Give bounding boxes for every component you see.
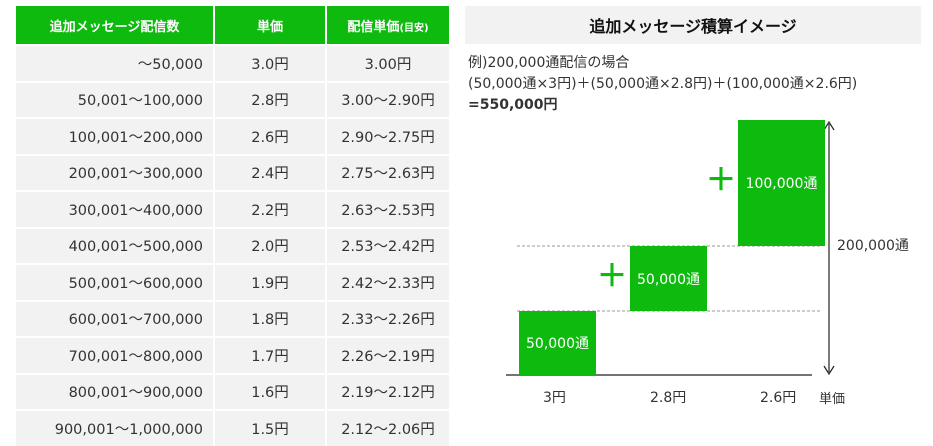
cell-count: 50,001～100,000 [16,80,213,117]
example-line-1: 例)200,000通配信の場合 [468,55,630,71]
cell-estimated-price: 3.00円 [327,44,449,81]
step-price-2: 2.8円 [650,390,687,406]
step-bar-3: 100,000通 [738,120,825,246]
cell-unit-price: 1.7円 [215,336,325,373]
table-row: 50,001～100,000 2.8円 3.00～2.90円 [16,80,449,117]
table-row: 100,001～200,000 2.6円 2.90～2.75円 [16,117,449,154]
step-bar-1: 50,000通 [519,311,596,375]
table-row: 300,001～400,000 2.2円 2.63～2.53円 [16,190,449,227]
cell-estimated-price: 2.26～2.19円 [327,336,449,373]
plus-icon: ＋ [706,163,736,198]
cell-unit-price: 1.5円 [215,409,325,446]
cell-unit-price: 2.0円 [215,226,325,263]
cell-count: 600,001～700,000 [16,299,213,336]
header-count: 追加メッセージ配信数 [16,6,213,44]
cell-count: 800,001～900,000 [16,372,213,409]
cell-estimated-price: 2.33～2.26円 [327,299,449,336]
table-row: 700,001～800,000 1.7円 2.26～2.19円 [16,336,449,373]
cell-unit-price: 1.6円 [215,372,325,409]
cell-count: 500,001～600,000 [16,263,213,300]
price-table: 追加メッセージ配信数 単価 配信単価(目安) ～50,000 3.0円 3.00円 5… [14,6,451,446]
cell-unit-price: 2.2円 [215,190,325,227]
plus-icon: ＋ [597,259,627,294]
cell-estimated-price: 2.75～2.63円 [327,153,449,190]
cell-count: ～50,000 [16,44,213,81]
total-label: 200,000通 [837,238,909,254]
table-row: 900,001～1,000,000 1.5円 2.12～2.06円 [16,409,449,446]
cell-estimated-price: 2.63～2.53円 [327,190,449,227]
cell-unit-price: 3.0円 [215,44,325,81]
table-row: 500,001～600,000 1.9円 2.42～2.33円 [16,263,449,300]
diagram-title: 追加メッセージ積算イメージ [465,6,921,44]
cell-unit-price: 2.6円 [215,117,325,154]
example-total: =550,000円 [468,97,558,113]
cell-count: 300,001～400,000 [16,190,213,227]
axis-unit-label: 単価 [819,392,846,407]
example-line-2: (50,000通×3円)＋(50,000通×2.8円)＋(100,000通×2.… [468,76,858,92]
cell-count: 200,001～300,000 [16,153,213,190]
cell-estimated-price: 3.00～2.90円 [327,80,449,117]
cell-unit-price: 1.8円 [215,299,325,336]
cell-estimated-price: 2.90～2.75円 [327,117,449,154]
price-table-header: 追加メッセージ配信数 単価 配信単価(目安) [16,6,449,44]
cell-estimated-price: 2.53～2.42円 [327,226,449,263]
cell-count: 900,001～1,000,000 [16,409,213,446]
cell-count: 100,001～200,000 [16,117,213,154]
cell-unit-price: 2.4円 [215,153,325,190]
step-price-3: 2.6円 [760,390,797,406]
header-estimated-price-suffix: (目安) [399,22,429,34]
cell-estimated-price: 2.19～2.12円 [327,372,449,409]
cell-count: 700,001～800,000 [16,336,213,373]
table-row: 800,001～900,000 1.6円 2.19～2.12円 [16,372,449,409]
cell-unit-price: 1.9円 [215,263,325,300]
header-unit-price: 単価 [215,6,325,44]
cell-unit-price: 2.8円 [215,80,325,117]
header-estimated-price: 配信単価(目安) [327,6,449,44]
cell-count: 400,001～500,000 [16,226,213,263]
table-row: 200,001～300,000 2.4円 2.75～2.63円 [16,153,449,190]
table-row: 600,001～700,000 1.8円 2.33～2.26円 [16,299,449,336]
cell-estimated-price: 2.12～2.06円 [327,409,449,446]
table-row: 400,001～500,000 2.0円 2.53～2.42円 [16,226,449,263]
step-bar-2: 50,000通 [630,246,707,311]
cell-estimated-price: 2.42～2.33円 [327,263,449,300]
table-row: ～50,000 3.0円 3.00円 [16,44,449,81]
header-estimated-price-main: 配信単価 [347,19,400,35]
step-price-1: 3円 [543,390,566,406]
